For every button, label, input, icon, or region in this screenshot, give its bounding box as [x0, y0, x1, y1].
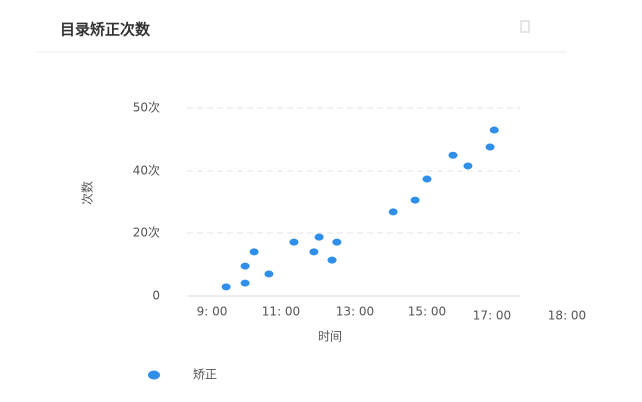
icon[interactable]: [520, 20, 530, 33]
scatter-point: [422, 175, 432, 183]
x-tick-label: 18: 00: [548, 309, 586, 323]
scatter-point: [264, 270, 274, 278]
x-tick-label: 9: 00: [197, 305, 228, 319]
legend-marker: [148, 370, 160, 380]
y-tick-label: 50次: [133, 101, 160, 115]
y-tick-label: 40次: [133, 164, 160, 178]
scatter-point: [448, 151, 458, 159]
scatter-point: [309, 248, 319, 256]
y-axis-label: 次数: [80, 181, 95, 205]
scatter-point: [332, 238, 342, 246]
scatter-point: [489, 126, 499, 134]
legend-label: 矫正: [193, 367, 217, 382]
y-tick-label: 20次: [133, 226, 160, 240]
scatter-point: [485, 143, 495, 151]
scatter-point: [327, 256, 337, 264]
scatter-point: [240, 279, 250, 287]
scatter-point: [249, 248, 259, 256]
scatter-point: [240, 262, 250, 270]
scatter-point: [221, 283, 231, 291]
scatter-point: [289, 238, 299, 246]
x-tick-label: 11: 00: [262, 305, 300, 319]
scatter-point: [463, 162, 473, 170]
chart-title: 目录矫正次数: [60, 21, 151, 39]
scatter-point: [388, 208, 398, 216]
scatter-point: [410, 196, 420, 204]
x-tick-label: 17: 00: [473, 309, 511, 323]
x-axis-label: 时间: [318, 330, 342, 344]
scatter-point: [314, 233, 324, 241]
x-tick-label: 13: 00: [336, 305, 374, 319]
x-tick-label: 15: 00: [408, 305, 446, 319]
y-tick-label: 0: [152, 289, 160, 303]
